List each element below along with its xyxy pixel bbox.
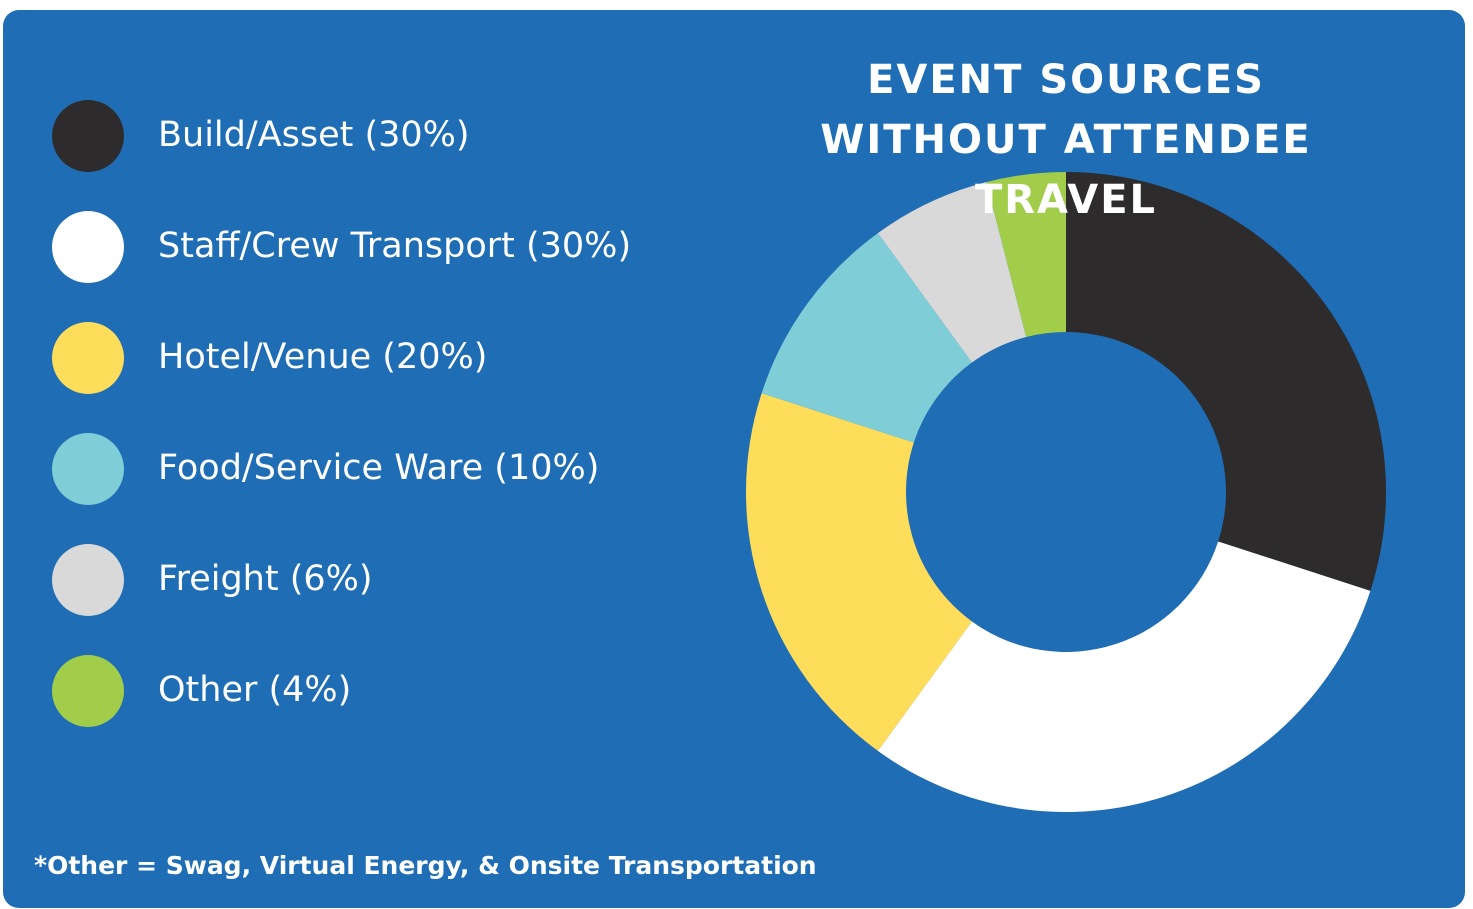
donut-slice (1066, 172, 1387, 591)
legend-label: Other (4%) (158, 670, 351, 710)
legend-label: Build/Asset (30%) (158, 115, 470, 155)
legend-label: Freight (6%) (158, 559, 373, 599)
legend-label: Hotel/Venue (20%) (158, 337, 487, 377)
legend-label: Food/Service Ware (10%) (158, 448, 599, 488)
legend-label: Staff/Crew Transport (30%) (158, 226, 631, 266)
donut-slice (877, 541, 1371, 813)
legend-swatch (52, 211, 124, 283)
chart-title: EVENT SOURCES WITHOUT ATTENDEE TRAVEL (820, 57, 1312, 223)
footnote: *Other = Swag, Virtual Energy, & Onsite … (34, 851, 817, 880)
donut-slice (877, 182, 1027, 363)
legend-swatch (52, 544, 124, 616)
donut-slice (986, 172, 1066, 338)
legend-swatch (52, 433, 124, 505)
legend-swatch (52, 100, 124, 172)
legend-swatch (52, 322, 124, 394)
legend-swatch (52, 655, 124, 727)
donut-slice (746, 393, 972, 751)
donut-slice (761, 233, 972, 443)
